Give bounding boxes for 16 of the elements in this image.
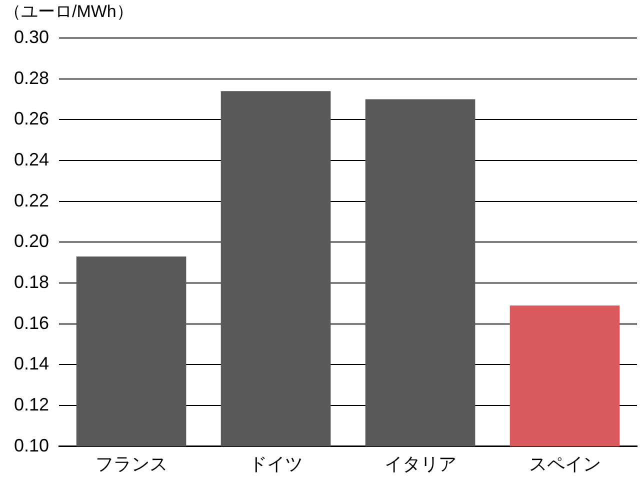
y-tick-label: 0.18 bbox=[14, 272, 50, 292]
y-tick-label: 0.28 bbox=[14, 68, 50, 88]
y-tick-label: 0.22 bbox=[14, 190, 50, 210]
y-tick-label: 0.10 bbox=[14, 435, 50, 456]
y-tick-label: 0.14 bbox=[14, 354, 50, 374]
x-tick-label: スペイン bbox=[528, 454, 601, 474]
y-tick-label: 0.12 bbox=[14, 394, 50, 415]
y-tick-label: 0.26 bbox=[14, 108, 50, 129]
x-tick-label: イタリア bbox=[384, 454, 456, 474]
y-tick-label: 0.24 bbox=[14, 149, 50, 170]
y-tick-label: 0.30 bbox=[14, 26, 50, 47]
x-tick-label: フランス bbox=[95, 454, 168, 474]
x-tick-label: ドイツ bbox=[248, 454, 303, 474]
y-axis-title: （ユーロ/MWh） bbox=[4, 2, 134, 22]
y-tick-label: 0.20 bbox=[14, 231, 50, 252]
y-tick-label: 0.16 bbox=[14, 312, 50, 333]
